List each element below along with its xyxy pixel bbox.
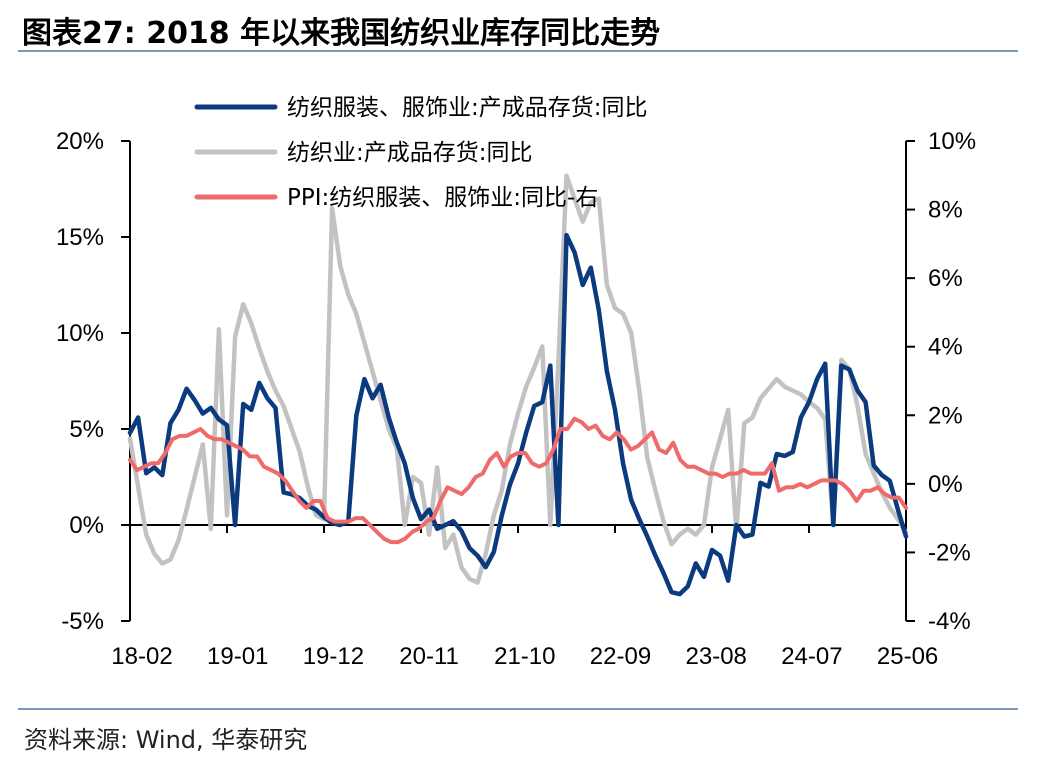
right-axis-tick-label: 10% [928,128,976,155]
right-axis-tick-label: -4% [928,608,971,635]
right-axis-tick-label: 6% [928,265,963,292]
right-axis-tick-label: 4% [928,334,963,361]
x-axis-tick-label: 22-09 [590,643,651,670]
title-rule [18,50,1018,52]
series-lines [127,173,909,597]
legend-label: 纺织业:产成品存货:同比 [287,140,533,166]
x-axis-tick-label: 19-12 [303,643,364,670]
source-note: 资料来源: Wind, 华泰研究 [24,726,308,754]
series-line-textile-inventory [127,173,909,585]
x-axis-tick-label: 20-11 [399,643,459,670]
source-rule [18,708,1018,710]
left-axis-tick-label: 10% [56,320,104,347]
series-line-apparel-inventory [127,232,909,597]
x-axis-tick-label: 25-06 [877,643,938,670]
left-axis-tick-label: 20% [56,128,104,155]
right-axis-tick-label: 8% [928,197,963,224]
left-axis-tick-label: 5% [69,416,104,443]
right-axis-tick-label: -2% [928,539,971,566]
left-axis-tick-label: 15% [56,224,104,251]
legend-label: 纺织服装、服饰业:产成品存货:同比 [287,95,648,121]
legend-label: PPI:纺织服装、服饰业:同比-右 [287,185,598,211]
x-axis-tick-label: 24-07 [781,643,842,670]
left-axis-tick-label: -5% [61,608,104,635]
axes: -5% 0% 5% 10% 15% 20% -4% -2% 0% 2% 4% 6% 8% 10% 18-02… [56,128,976,670]
x-axis-tick-label: 21-10 [494,643,555,670]
x-axis-tick-label: 19-01 [207,643,268,670]
right-axis-tick-label: 0% [928,471,963,498]
left-axis-tick-label: 0% [69,512,104,539]
x-axis-tick-label: 18-02 [111,643,172,670]
x-axis-tick-label: 23-08 [686,643,747,670]
right-axis-tick-label: 2% [928,402,963,429]
series-line-ppi-apparel [128,416,908,545]
chart-title: 图表27: 2018 年以来我国纺织业库存同比走势 [22,16,661,51]
line-chart: -5% 0% 5% 10% 15% 20% -4% -2% 0% 2% 4% 6% 8% 10% 18-02… [56,95,976,670]
